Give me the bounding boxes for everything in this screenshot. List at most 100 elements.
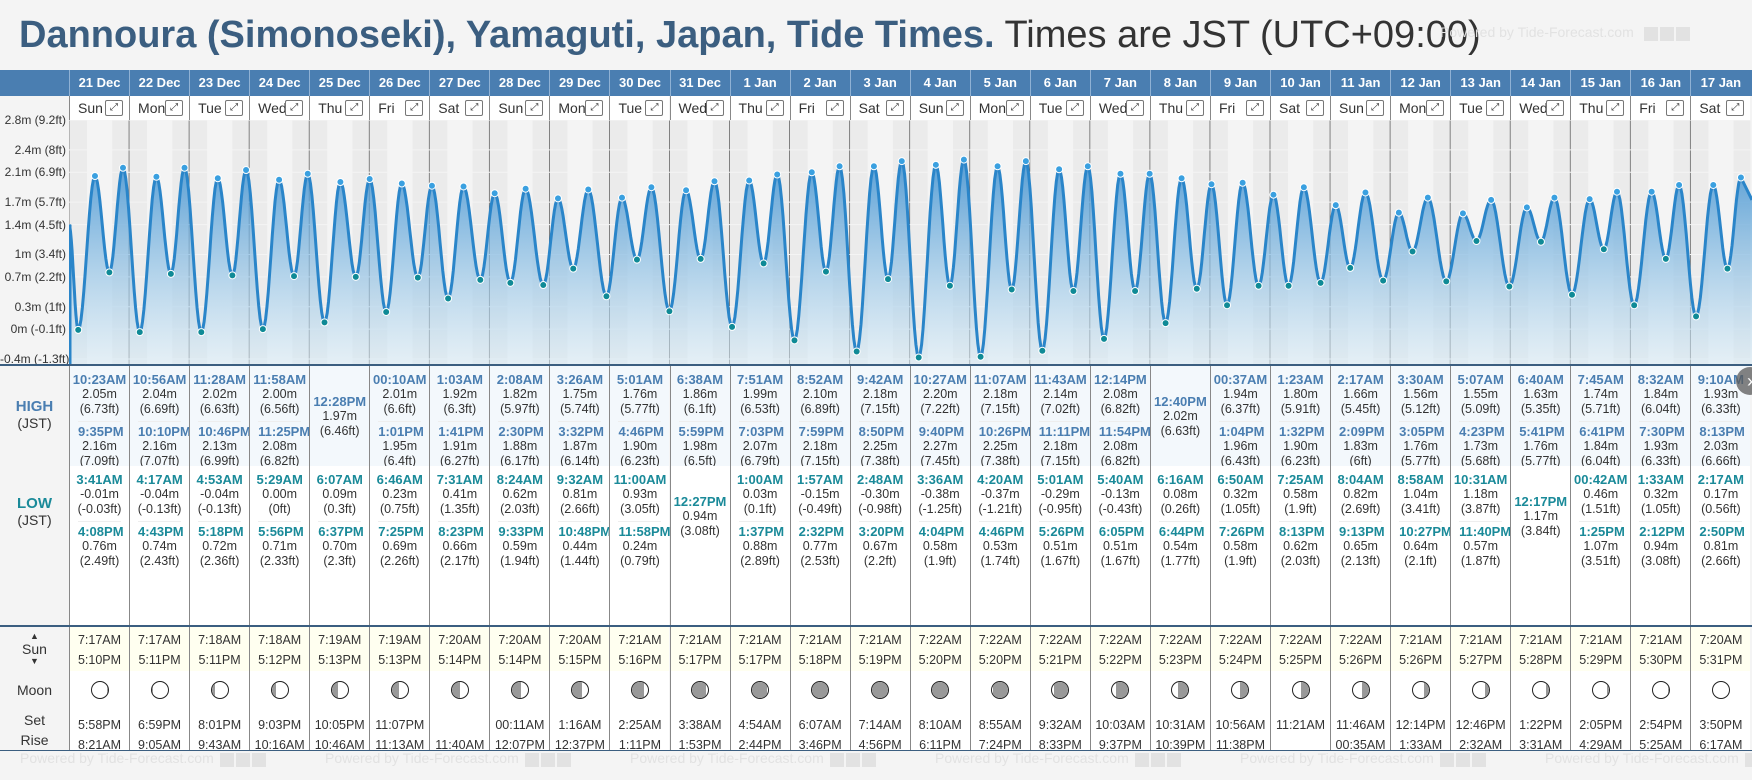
low-tide-point[interactable] xyxy=(1007,285,1016,294)
high-tide-point[interactable] xyxy=(618,193,627,202)
low-tide-point[interactable] xyxy=(1284,281,1293,290)
high-tide-point[interactable] xyxy=(1083,162,1092,171)
powered-by-footer-text[interactable]: Powered by Tide-Forecast.com xyxy=(1240,750,1488,768)
low-tide-point[interactable] xyxy=(1223,301,1232,310)
expand-arrows-icon[interactable]: ⤢ xyxy=(525,100,544,116)
low-tide-point[interactable] xyxy=(539,281,548,290)
low-tide-point[interactable] xyxy=(976,352,985,361)
expand-arrows-icon[interactable]: ⤢ xyxy=(1245,100,1264,116)
low-tide-point[interactable] xyxy=(105,268,114,277)
powered-by-footer-text[interactable]: Powered by Tide-Forecast.com xyxy=(20,750,268,768)
expand-arrows-icon[interactable]: ⤢ xyxy=(225,100,244,116)
high-tide-point[interactable] xyxy=(119,163,128,172)
low-tide-point[interactable] xyxy=(632,255,641,264)
high-tide-point[interactable] xyxy=(1116,169,1125,178)
expand-arrows-icon[interactable]: ⤢ xyxy=(285,100,304,116)
low-tide-point[interactable] xyxy=(728,322,737,331)
high-tide-point[interactable] xyxy=(1709,180,1718,189)
high-tide-point[interactable] xyxy=(427,181,436,190)
expand-arrows-icon[interactable]: ⤢ xyxy=(705,100,724,116)
low-tide-point[interactable] xyxy=(1692,312,1701,321)
expand-arrows-icon[interactable]: ⤢ xyxy=(405,100,424,116)
powered-by-footer-text[interactable]: Powered by Tide-Forecast.com xyxy=(935,750,1183,768)
high-tide-point[interactable] xyxy=(1177,174,1186,183)
high-tide-point[interactable] xyxy=(365,175,374,184)
low-tide-point[interactable] xyxy=(759,259,768,268)
high-tide-point[interactable] xyxy=(1331,201,1340,210)
high-tide-point[interactable] xyxy=(553,194,562,203)
low-tide-point[interactable] xyxy=(884,275,893,284)
high-tide-point[interactable] xyxy=(1021,157,1030,166)
low-tide-point[interactable] xyxy=(945,281,954,290)
low-tide-point[interactable] xyxy=(74,325,83,334)
low-tide-point[interactable] xyxy=(1316,278,1325,287)
expand-arrows-icon[interactable]: ⤢ xyxy=(1726,100,1745,116)
next-arrow-button[interactable]: › xyxy=(1736,367,1752,395)
expand-arrows-icon[interactable]: ⤢ xyxy=(585,100,604,116)
low-tide-point[interactable] xyxy=(413,273,422,282)
expand-arrows-icon[interactable]: ⤢ xyxy=(945,100,964,116)
high-tide-point[interactable] xyxy=(152,172,161,181)
low-tide-point[interactable] xyxy=(1038,346,1047,355)
powered-by-footer-text[interactable]: Powered by Tide-Forecast.com xyxy=(630,750,878,768)
high-tide-point[interactable] xyxy=(90,172,99,181)
high-tide-point[interactable] xyxy=(1238,178,1247,187)
low-tide-point[interactable] xyxy=(444,294,453,303)
expand-arrows-icon[interactable]: ⤢ xyxy=(345,100,364,116)
expand-arrows-icon[interactable]: ⤢ xyxy=(1125,100,1144,116)
low-tide-point[interactable] xyxy=(790,336,799,345)
expand-arrows-icon[interactable]: ⤢ xyxy=(1005,100,1024,116)
high-tide-point[interactable] xyxy=(490,189,499,198)
high-tide-point[interactable] xyxy=(1055,165,1064,174)
high-tide-point[interactable] xyxy=(1361,188,1370,197)
low-tide-point[interactable] xyxy=(135,328,144,337)
high-tide-point[interactable] xyxy=(1585,195,1594,204)
low-tide-point[interactable] xyxy=(1192,284,1201,293)
low-tide-point[interactable] xyxy=(602,292,611,301)
high-tide-point[interactable] xyxy=(897,157,906,166)
expand-arrows-icon[interactable]: ⤢ xyxy=(1426,100,1445,116)
expand-arrows-icon[interactable]: ⤢ xyxy=(885,100,904,116)
high-tide-point[interactable] xyxy=(1522,203,1531,212)
low-tide-point[interactable] xyxy=(1161,319,1170,328)
high-tide-point[interactable] xyxy=(584,185,593,194)
high-tide-point[interactable] xyxy=(459,182,468,191)
high-tide-point[interactable] xyxy=(521,184,530,193)
high-tide-point[interactable] xyxy=(213,174,222,183)
high-tide-point[interactable] xyxy=(397,179,406,188)
low-tide-point[interactable] xyxy=(1472,236,1481,245)
low-tide-point[interactable] xyxy=(476,275,485,284)
expand-arrows-icon[interactable]: ⤢ xyxy=(105,100,124,116)
low-tide-point[interactable] xyxy=(320,318,329,327)
high-tide-point[interactable] xyxy=(710,177,719,186)
low-tide-point[interactable] xyxy=(1346,263,1355,272)
expand-arrows-icon[interactable]: ⤢ xyxy=(1546,100,1565,116)
high-tide-point[interactable] xyxy=(1675,180,1684,189)
expand-arrows-icon[interactable]: ⤢ xyxy=(765,100,784,116)
expand-arrows-icon[interactable]: ⤢ xyxy=(1366,100,1385,116)
high-tide-point[interactable] xyxy=(1299,183,1308,192)
high-tide-point[interactable] xyxy=(869,162,878,171)
low-tide-point[interactable] xyxy=(506,278,515,287)
low-tide-point[interactable] xyxy=(696,254,705,263)
high-tide-point[interactable] xyxy=(180,163,189,172)
low-tide-point[interactable] xyxy=(1723,264,1732,273)
low-tide-point[interactable] xyxy=(1131,287,1140,296)
high-tide-point[interactable] xyxy=(275,175,284,184)
high-tide-point[interactable] xyxy=(807,168,816,177)
low-tide-point[interactable] xyxy=(1254,281,1263,290)
low-tide-point[interactable] xyxy=(1536,237,1545,246)
low-tide-point[interactable] xyxy=(197,328,206,337)
expand-arrows-icon[interactable]: ⤢ xyxy=(645,100,664,116)
high-tide-point[interactable] xyxy=(1647,187,1656,196)
expand-arrows-icon[interactable]: ⤢ xyxy=(1606,100,1625,116)
low-tide-point[interactable] xyxy=(569,264,578,273)
high-tide-point[interactable] xyxy=(647,183,656,192)
high-tide-point[interactable] xyxy=(1487,195,1496,204)
high-tide-point[interactable] xyxy=(242,166,251,175)
expand-arrows-icon[interactable]: ⤢ xyxy=(1306,100,1325,116)
low-tide-point[interactable] xyxy=(914,353,923,362)
low-tide-point[interactable] xyxy=(1442,277,1451,286)
powered-by-footer-text[interactable]: Powered by Tide-Forecast.com xyxy=(1545,750,1752,768)
low-tide-point[interactable] xyxy=(1599,245,1608,254)
